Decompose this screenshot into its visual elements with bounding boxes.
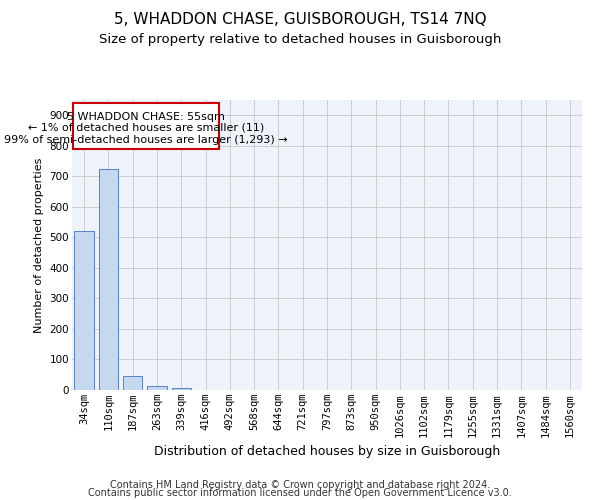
Bar <box>123 376 142 390</box>
Text: Contains public sector information licensed under the Open Government Licence v3: Contains public sector information licen… <box>88 488 512 498</box>
Text: 5 WHADDON CHASE: 55sqm: 5 WHADDON CHASE: 55sqm <box>67 112 225 122</box>
Bar <box>172 388 191 390</box>
Text: Size of property relative to detached houses in Guisborough: Size of property relative to detached ho… <box>99 32 501 46</box>
Bar <box>74 232 94 390</box>
Bar <box>147 386 167 390</box>
Text: ← 1% of detached houses are smaller (11): ← 1% of detached houses are smaller (11) <box>28 123 264 133</box>
Text: 5, WHADDON CHASE, GUISBOROUGH, TS14 7NQ: 5, WHADDON CHASE, GUISBOROUGH, TS14 7NQ <box>113 12 487 28</box>
Text: Contains HM Land Registry data © Crown copyright and database right 2024.: Contains HM Land Registry data © Crown c… <box>110 480 490 490</box>
X-axis label: Distribution of detached houses by size in Guisborough: Distribution of detached houses by size … <box>154 445 500 458</box>
Y-axis label: Number of detached properties: Number of detached properties <box>34 158 44 332</box>
Bar <box>99 170 118 390</box>
Text: 99% of semi-detached houses are larger (1,293) →: 99% of semi-detached houses are larger (… <box>4 135 288 145</box>
FancyBboxPatch shape <box>73 103 219 150</box>
